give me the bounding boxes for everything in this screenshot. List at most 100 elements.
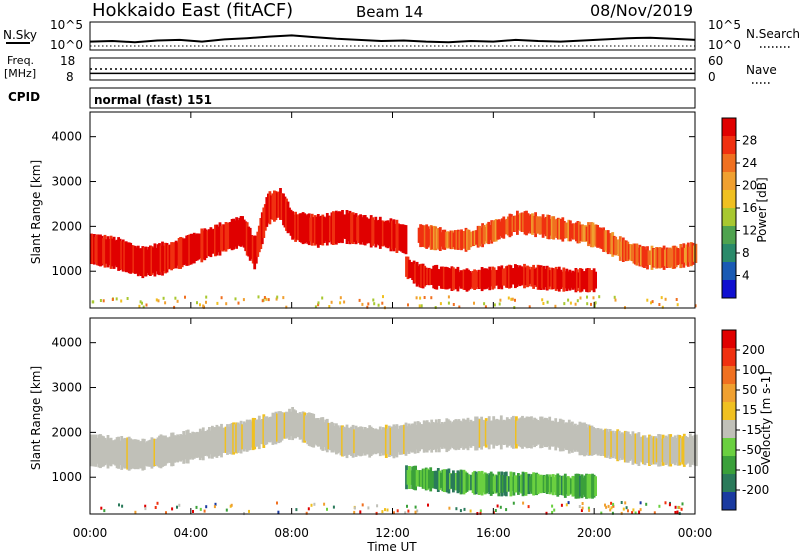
heatmap-cell <box>124 241 128 273</box>
heatmap-cell <box>358 298 361 302</box>
heatmap-cell <box>165 511 167 515</box>
heatmap-cell <box>570 223 574 239</box>
heatmap-cell <box>575 222 578 242</box>
heatmap-cell <box>580 268 584 292</box>
heatmap-cell <box>237 301 240 305</box>
heatmap-cell <box>345 424 349 459</box>
heatmap-cell <box>453 473 457 490</box>
heatmap-cell <box>480 416 483 450</box>
heatmap-cell <box>341 425 344 457</box>
heatmap-cell <box>310 503 313 507</box>
heatmap-cell <box>625 506 628 510</box>
heatmap-cell <box>484 418 488 448</box>
freq-label: Freq. <box>7 54 34 67</box>
heatmap-cell <box>588 473 591 499</box>
heatmap-cell <box>223 427 226 453</box>
heatmap-cell <box>384 220 388 248</box>
heatmap-cell <box>522 501 525 505</box>
heatmap-cell <box>202 304 205 308</box>
heatmap-cell <box>268 416 272 443</box>
heatmap-cell <box>538 216 542 235</box>
heatmap-cell <box>554 474 558 496</box>
heatmap-cell <box>547 215 551 240</box>
heatmap-cell <box>257 415 261 450</box>
heatmap-cell <box>321 214 325 246</box>
heatmap-cell <box>185 235 189 266</box>
heatmap-cell <box>593 304 596 308</box>
heatmap-cell <box>436 422 440 449</box>
heatmap-cell <box>204 431 208 456</box>
heatmap-cell <box>164 301 167 305</box>
heatmap-cell <box>247 420 251 451</box>
heatmap-cell <box>372 298 375 302</box>
heatmap-cell <box>590 302 592 306</box>
heatmap-cell <box>424 267 428 286</box>
heatmap-cell <box>265 416 269 445</box>
heatmap-cell <box>218 222 222 256</box>
nave-label: Nave <box>746 63 777 77</box>
heatmap-cell <box>315 418 319 446</box>
heatmap-cell <box>205 295 208 299</box>
velocity-colorbar: 200 100 50 15 -15 -50 -100 -200 <box>721 329 769 511</box>
heatmap-cell <box>392 219 396 252</box>
heatmap-cell <box>165 243 169 273</box>
heatmap-cell <box>625 431 629 463</box>
colorbar-tick-label: 12 <box>742 224 757 238</box>
heatmap-cell <box>298 412 302 440</box>
heatmap-cell <box>417 227 421 243</box>
heatmap-cell <box>141 246 145 279</box>
heatmap-cell <box>535 216 539 234</box>
heatmap-cell <box>592 296 595 300</box>
heatmap-cell <box>168 244 172 269</box>
heatmap-cell <box>499 505 502 509</box>
heatmap-cell <box>132 245 136 274</box>
heatmap-cell <box>295 413 299 437</box>
heatmap-cell <box>171 432 175 467</box>
heatmap-cell <box>430 296 433 300</box>
heatmap-cell <box>135 439 139 469</box>
heatmap-cell <box>553 269 557 289</box>
heatmap-cell <box>518 418 521 447</box>
heatmap-cell <box>646 437 650 464</box>
heatmap-cell <box>658 504 661 508</box>
heatmap-cell <box>611 430 615 459</box>
heatmap-cell <box>600 228 604 250</box>
heatmap-cell <box>392 424 396 459</box>
heatmap-cell <box>561 217 565 242</box>
heatmap-cell <box>423 296 426 299</box>
power-panel: 4000 3000 2000 1000 Slant Range [km] 28 24 20… <box>29 111 769 310</box>
heatmap-cell <box>291 407 294 441</box>
heatmap-cell <box>91 434 95 467</box>
heatmap-cell <box>437 228 441 250</box>
heatmap-cell <box>529 476 532 492</box>
heatmap-cell <box>683 247 687 263</box>
heatmap-cell <box>365 428 369 455</box>
heatmap-cell <box>680 247 684 265</box>
heatmap-cell <box>434 419 438 453</box>
heatmap-cell <box>602 227 605 252</box>
heatmap-cell <box>351 424 355 458</box>
heatmap-cell <box>477 418 480 449</box>
heatmap-cell <box>415 469 419 487</box>
heatmap-cell <box>120 436 124 470</box>
heatmap-cell <box>501 268 505 286</box>
heatmap-cell <box>209 430 213 455</box>
heatmap-cell <box>563 473 567 498</box>
heatmap-cell <box>369 426 373 456</box>
heatmap-cell <box>145 303 148 307</box>
heatmap-cell <box>620 511 623 515</box>
x-tick-label: 12:00 <box>375 526 410 540</box>
heatmap-cell <box>362 429 366 454</box>
heatmap-cell <box>564 222 568 238</box>
heatmap-cell <box>565 268 569 292</box>
heatmap-cell <box>588 224 592 244</box>
power-colorbar-label: Power [dB] <box>755 177 769 242</box>
heatmap-cell <box>368 218 372 244</box>
heatmap-cell <box>576 269 579 292</box>
heatmap-cell <box>138 248 142 275</box>
heatmap-cell <box>420 470 423 487</box>
heatmap-cell <box>442 423 446 448</box>
heatmap-cell <box>565 222 569 239</box>
heatmap-cell <box>126 437 130 470</box>
heatmap-cell <box>375 511 378 515</box>
